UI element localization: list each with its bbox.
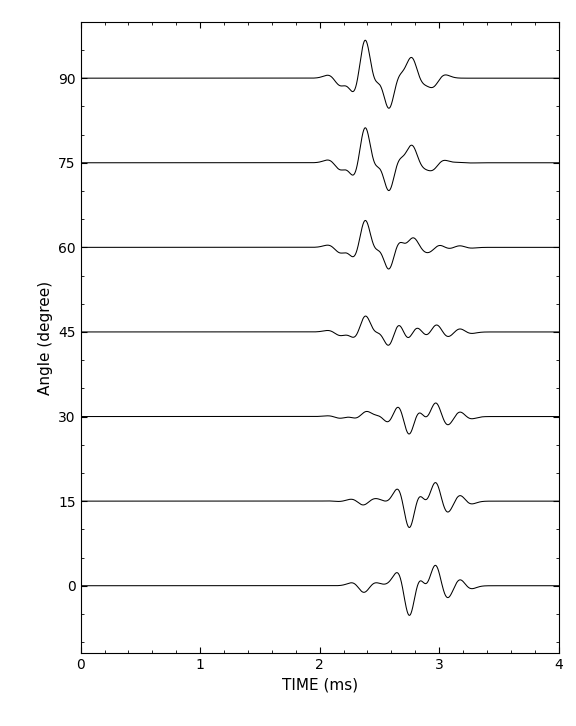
Y-axis label: Angle (degree): Angle (degree) bbox=[37, 280, 52, 395]
X-axis label: TIME (ms): TIME (ms) bbox=[282, 678, 358, 693]
